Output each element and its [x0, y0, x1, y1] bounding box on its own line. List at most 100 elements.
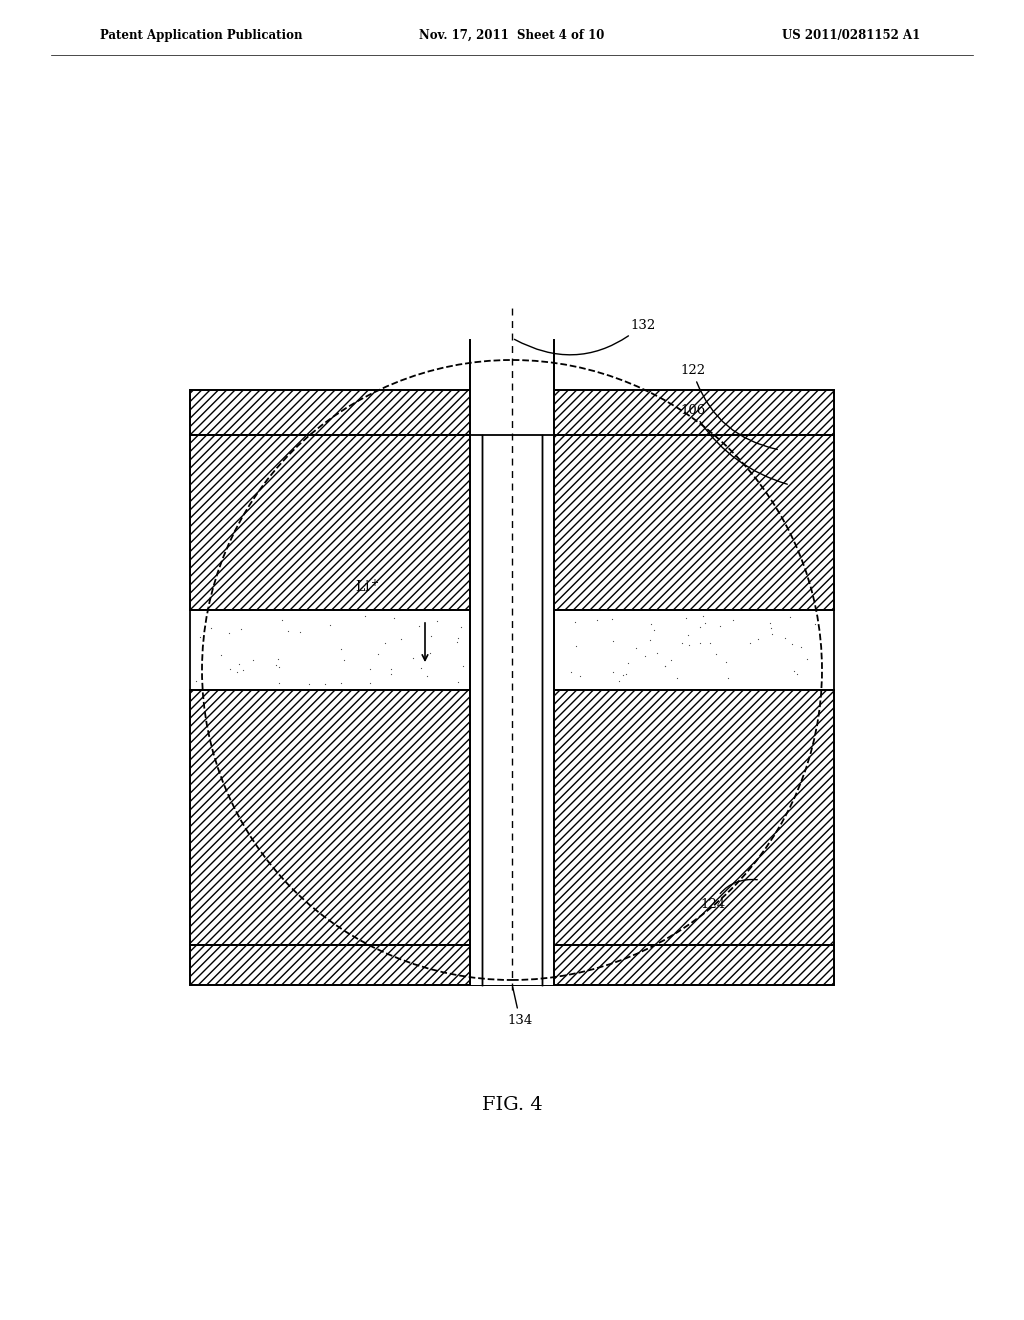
- Point: [357, 606, 374, 627]
- Point: [419, 665, 435, 686]
- Point: [702, 632, 719, 653]
- Point: [383, 659, 399, 680]
- Bar: [470, 341, 554, 985]
- Point: [404, 648, 421, 669]
- Point: [562, 661, 579, 682]
- Point: [203, 618, 219, 639]
- Bar: [190, 436, 834, 610]
- Point: [782, 607, 799, 628]
- Text: 132: 132: [514, 318, 655, 355]
- Text: Li$^+$: Li$^+$: [355, 578, 380, 595]
- Point: [603, 609, 620, 630]
- Point: [777, 627, 794, 648]
- Point: [604, 661, 621, 682]
- Point: [222, 657, 239, 678]
- Point: [786, 660, 803, 681]
- Point: [742, 632, 759, 653]
- Bar: [190, 389, 834, 436]
- Bar: [190, 945, 834, 985]
- Point: [692, 616, 709, 638]
- Point: [567, 611, 584, 632]
- Point: [645, 619, 662, 640]
- Point: [292, 622, 308, 643]
- Point: [712, 616, 728, 638]
- Point: [268, 655, 285, 676]
- Point: [377, 632, 393, 653]
- Point: [764, 623, 780, 644]
- Point: [617, 663, 634, 684]
- Point: [392, 628, 409, 649]
- Bar: [190, 389, 834, 436]
- Point: [790, 664, 806, 685]
- Text: 134: 134: [507, 987, 532, 1027]
- Point: [455, 656, 471, 677]
- Point: [669, 668, 685, 689]
- Text: 122: 122: [680, 363, 777, 449]
- Point: [663, 649, 679, 671]
- Point: [333, 673, 349, 694]
- Point: [383, 664, 399, 685]
- Point: [720, 668, 736, 689]
- Text: FIG. 4: FIG. 4: [481, 1096, 543, 1114]
- Point: [414, 657, 430, 678]
- Point: [422, 643, 438, 664]
- Point: [236, 659, 252, 680]
- Point: [301, 673, 317, 694]
- Text: US 2011/0281152 A1: US 2011/0281152 A1: [781, 29, 920, 41]
- Point: [589, 610, 605, 631]
- Text: 124: 124: [700, 879, 757, 912]
- Point: [807, 614, 823, 635]
- Point: [572, 665, 589, 686]
- Point: [270, 657, 287, 678]
- Point: [611, 671, 628, 692]
- Point: [620, 652, 636, 673]
- Bar: [190, 436, 834, 610]
- Bar: [190, 945, 834, 985]
- Point: [680, 624, 696, 645]
- Point: [232, 618, 249, 639]
- Point: [763, 618, 779, 639]
- Point: [230, 653, 247, 675]
- Point: [605, 630, 622, 651]
- Point: [708, 643, 724, 664]
- Point: [362, 673, 379, 694]
- Point: [316, 673, 333, 694]
- Point: [191, 626, 208, 647]
- Text: Nov. 17, 2011  Sheet 4 of 10: Nov. 17, 2011 Sheet 4 of 10: [419, 29, 605, 41]
- Point: [386, 607, 402, 628]
- Point: [678, 607, 694, 628]
- Point: [228, 661, 245, 682]
- Bar: [190, 690, 834, 945]
- Point: [694, 606, 711, 627]
- Point: [793, 638, 809, 659]
- Point: [428, 610, 444, 631]
- Point: [784, 634, 801, 655]
- Point: [750, 628, 766, 649]
- Point: [450, 627, 466, 648]
- Text: 106: 106: [680, 404, 787, 484]
- Point: [271, 672, 288, 693]
- Point: [681, 634, 697, 655]
- Point: [270, 649, 287, 671]
- Point: [336, 649, 352, 671]
- Point: [718, 652, 734, 673]
- Bar: [190, 610, 834, 690]
- Point: [333, 639, 349, 660]
- Point: [454, 616, 470, 638]
- Point: [692, 632, 709, 653]
- Point: [281, 620, 297, 642]
- Point: [642, 630, 658, 651]
- Point: [423, 626, 439, 647]
- Point: [725, 610, 741, 631]
- Point: [643, 612, 659, 634]
- Point: [411, 615, 427, 636]
- Point: [187, 671, 204, 692]
- Point: [657, 656, 674, 677]
- Point: [799, 648, 815, 669]
- Point: [220, 622, 237, 643]
- Bar: [190, 690, 834, 945]
- Point: [273, 609, 290, 630]
- Point: [648, 642, 665, 663]
- Point: [450, 671, 466, 692]
- Point: [567, 636, 584, 657]
